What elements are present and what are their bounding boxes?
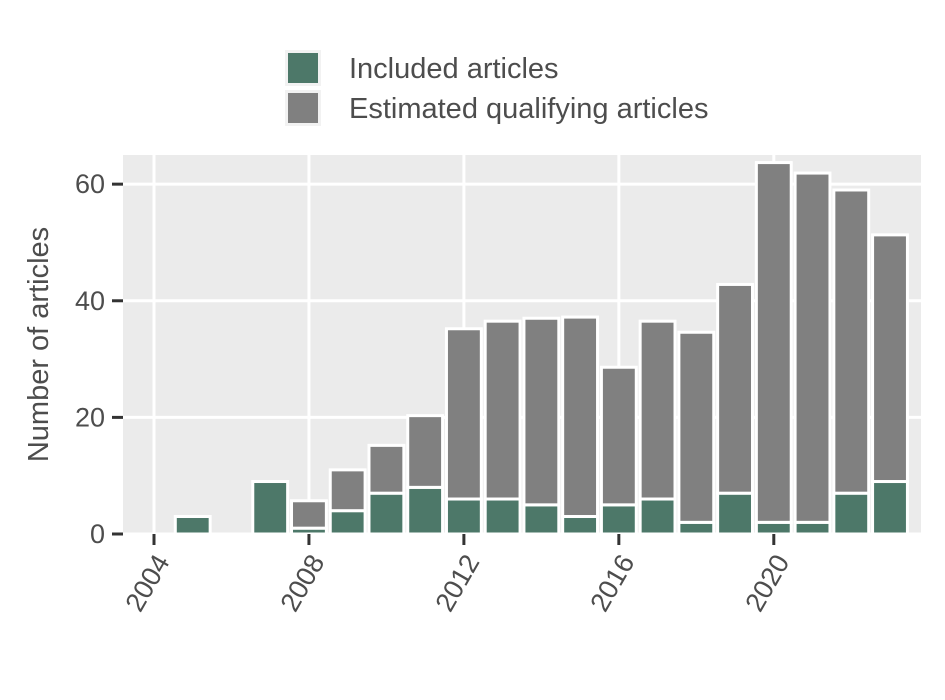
bar-included [483,497,522,536]
bar-estimated [328,468,367,513]
legend-label: Estimated qualifying articles [349,93,708,125]
bar-estimated [716,282,754,495]
bar-estimated [522,316,561,507]
y-axis: 0 20 40 60 [75,169,123,549]
bar-included [328,509,367,536]
legend: Included articles Estimated qualifying ar… [285,50,708,126]
bar-included [522,503,561,536]
bar-included [832,491,871,536]
y-tick-label: 0 [90,519,105,549]
x-tick-label: 2008 [274,549,330,616]
legend-swatch-estimated [288,93,318,123]
bar-estimated [754,161,793,524]
bar-estimated [599,365,638,507]
bar-included [871,480,909,536]
bar-included [367,491,406,536]
bar-estimated [483,319,522,501]
bar-estimated [871,233,909,484]
bar-estimated [561,315,600,519]
bar-estimated [793,171,832,524]
bar-included [599,503,638,536]
bar-included [251,480,290,536]
bar-included [716,491,754,536]
bar-estimated [406,414,445,489]
bar-included [754,520,793,536]
x-axis: 2004 2008 2012 2016 2020 [120,534,795,616]
bar-included [638,497,677,536]
x-tick-label: 2012 [429,549,485,616]
bar-estimated [832,188,871,495]
x-tick-label: 2020 [739,549,795,616]
bar-estimated [367,443,406,495]
bars [173,161,909,536]
bar-estimated [290,499,328,530]
y-tick-label: 20 [75,402,105,432]
bar-included [561,515,600,536]
legend-swatch-included [288,53,318,83]
bar-estimated [444,327,483,501]
y-tick-label: 60 [75,169,105,199]
bar-included [444,497,483,536]
x-tick-label: 2016 [584,549,640,616]
x-tick-label: 2004 [120,549,176,616]
bar-included [173,515,212,536]
bar-included [677,520,716,536]
y-tick-label: 40 [75,286,105,316]
y-axis-title: Number of articles [23,227,55,462]
legend-label: Included articles [349,53,559,85]
bar-included [406,485,445,536]
bar-included [793,520,832,536]
bar-estimated [677,330,716,524]
bar-estimated [638,319,677,501]
